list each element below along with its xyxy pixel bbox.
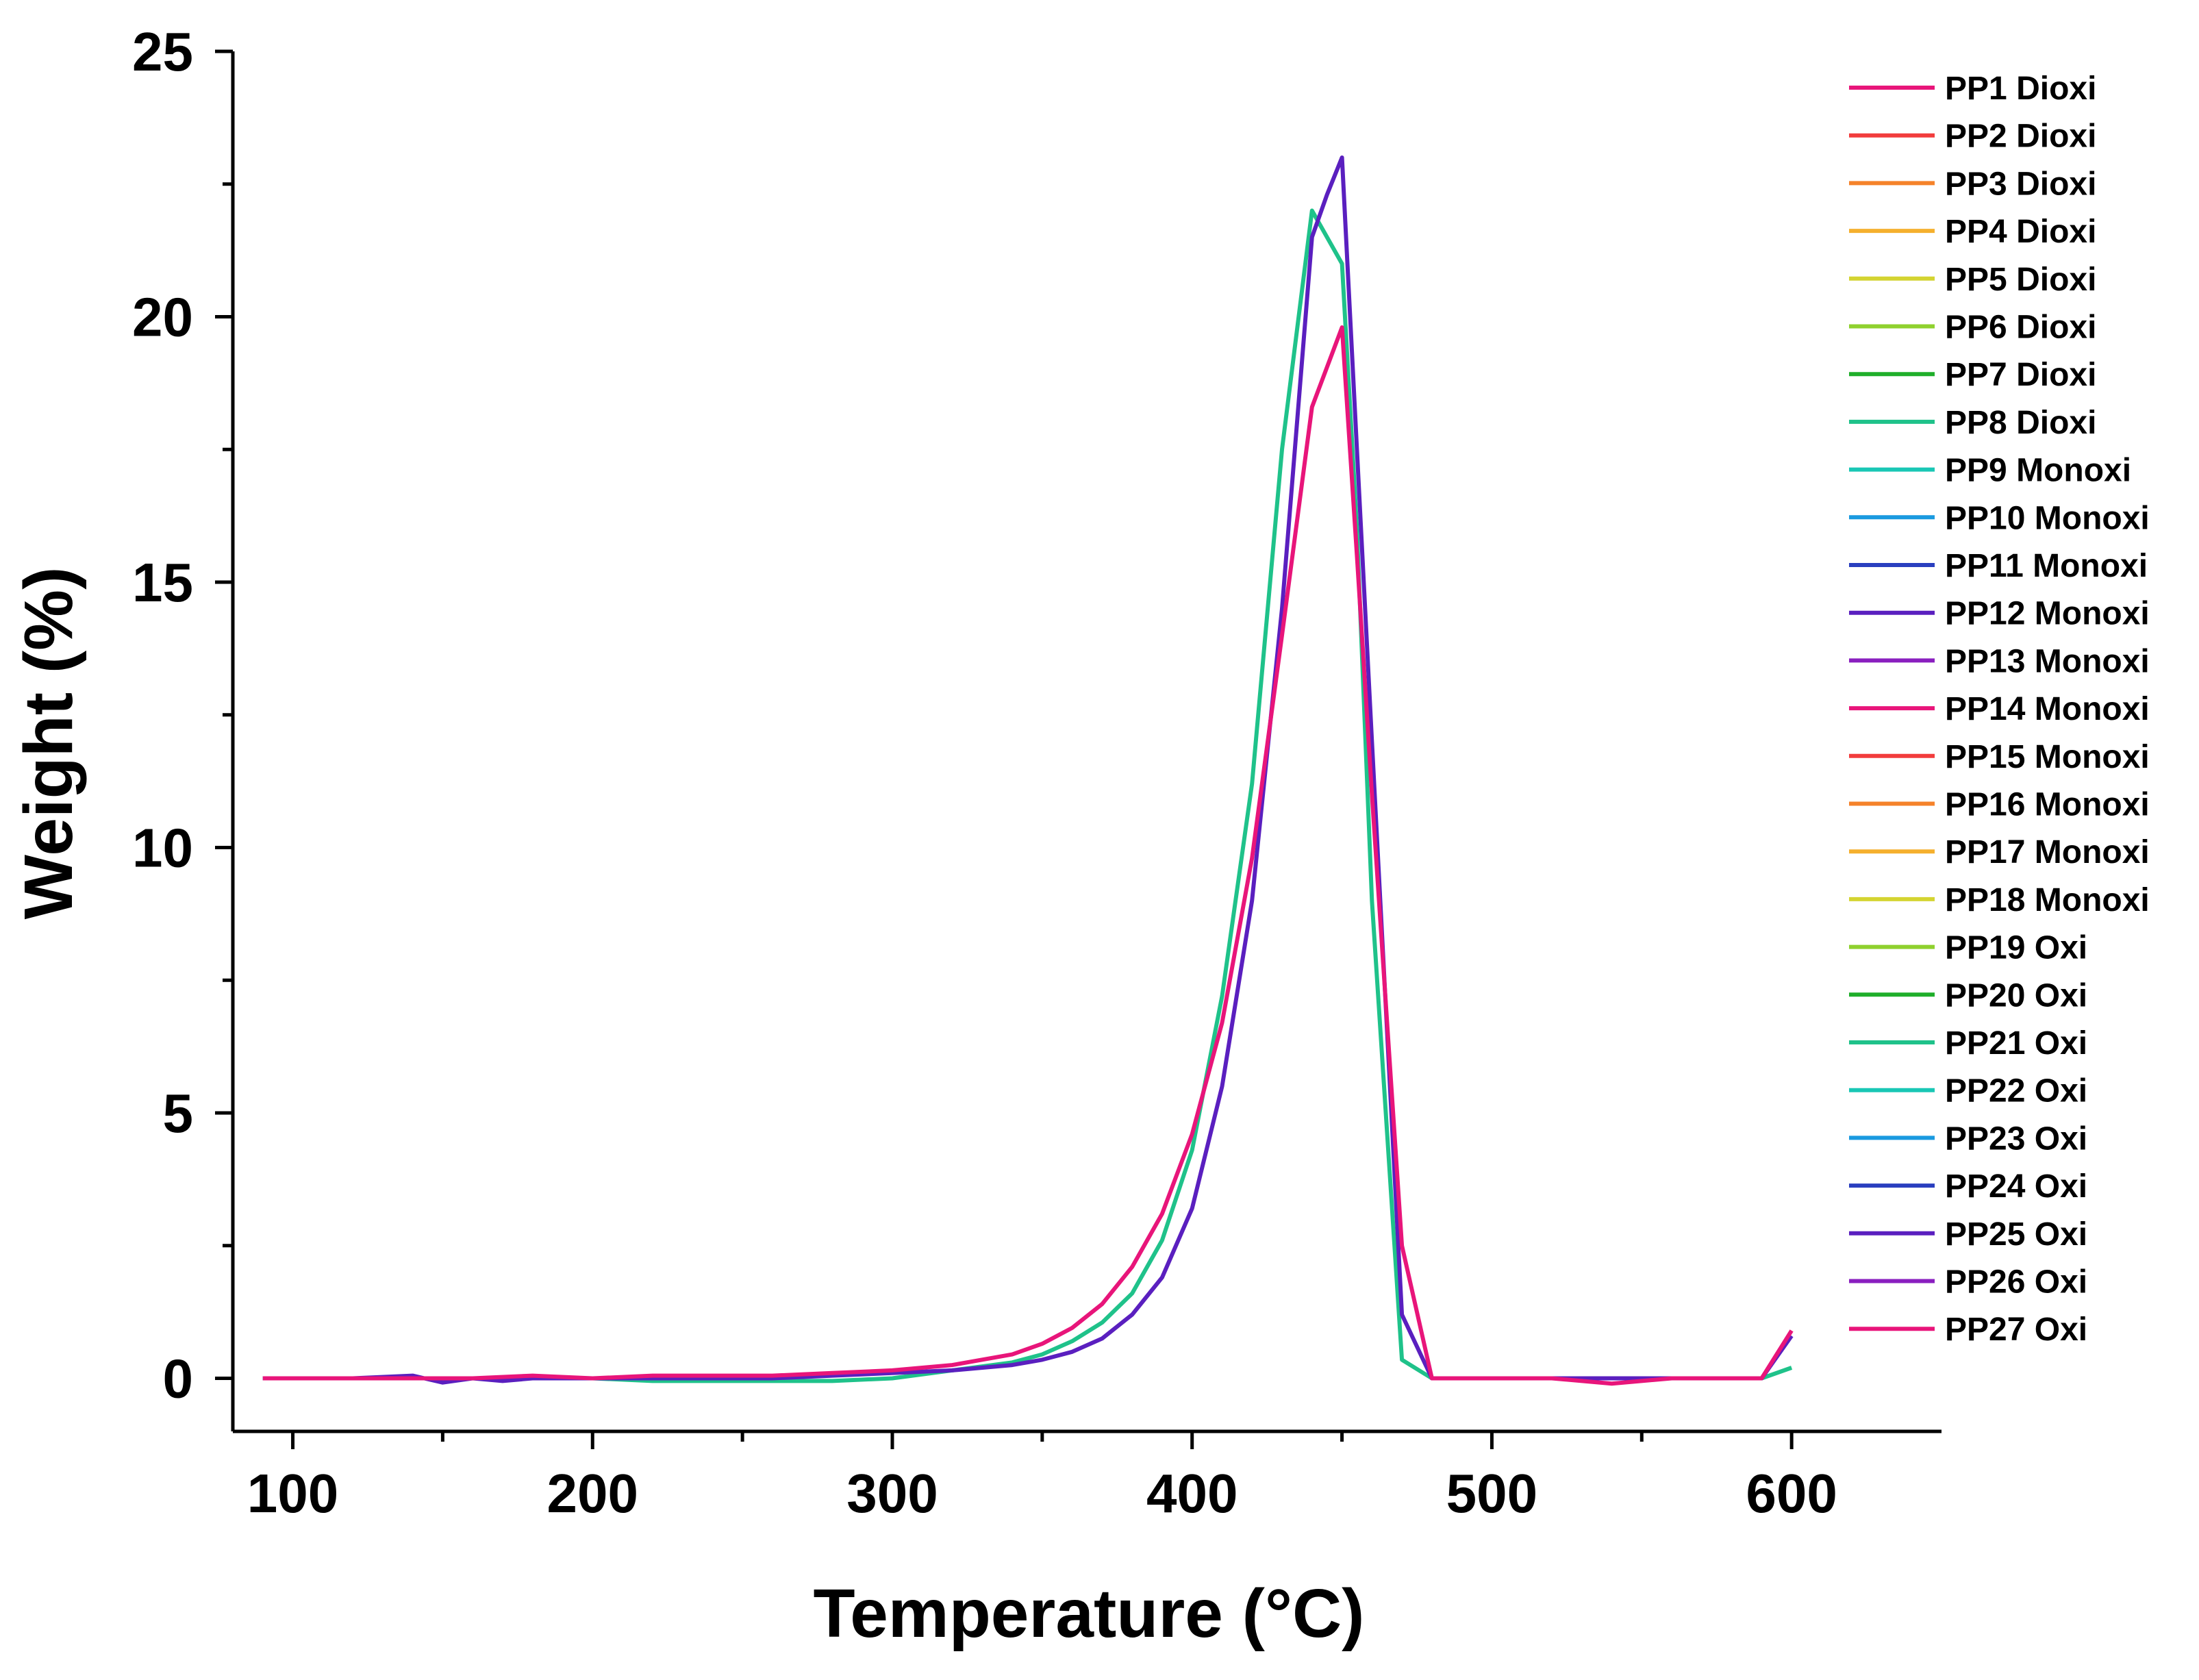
legend-label: PP19 Oxi [1945,930,2087,966]
y-axis-title: Weight (%) [10,567,87,920]
legend-label: PP21 Oxi [1945,1025,2087,1062]
legend-label: PP9 Monoxi [1945,453,2131,489]
series-layer [262,155,1794,1386]
y-tick-label: 15 [132,552,193,613]
x-axis-title: Temperature (°C) [814,1575,1365,1652]
y-tick-label: 5 [163,1083,194,1144]
series-line-2 [262,155,1794,1385]
axes-layer: 100 200 300 400 500 600 0 5 10 15 20 25 [132,21,1942,1524]
y-tick-label: 0 [163,1349,194,1409]
y-tick-label: 10 [132,818,193,879]
legend-label: PP6 Dioxi [1945,310,2096,346]
x-tick-label: 400 [1146,1463,1237,1524]
legend-label: PP5 Dioxi [1945,262,2096,298]
x-tick-label: 100 [247,1463,338,1524]
x-tick-label: 300 [846,1463,938,1524]
legend-label: PP25 Oxi [1945,1216,2087,1253]
y-tick-label: 20 [132,287,193,348]
legend-label: PP2 Dioxi [1945,118,2096,155]
legend-label: PP12 Monoxi [1945,596,2150,632]
legend-label: PP20 Oxi [1945,977,2087,1014]
legend-label: PP27 Oxi [1945,1312,2087,1348]
legend-label: PP3 Dioxi [1945,166,2096,202]
legend-label: PP8 Dioxi [1945,405,2096,441]
legend: PP1 Dioxi PP2 Dioxi PP3 Dioxi PP4 Dioxi PP5 … [1849,71,2150,1348]
legend-label: PP24 Oxi [1945,1168,2087,1205]
legend-label: PP26 Oxi [1945,1264,2087,1301]
legend-label: PP17 Monoxi [1945,834,2150,870]
x-tick-label: 500 [1446,1463,1537,1524]
legend-label: PP11 Monoxi [1945,548,2148,584]
legend-label: PP4 Dioxi [1945,214,2096,250]
legend-label: PP1 Dioxi [1945,71,2096,107]
legend-label: PP14 Monoxi [1945,691,2150,727]
x-tick-label: 600 [1746,1463,1837,1524]
legend-label: PP18 Monoxi [1945,882,2150,918]
legend-label: PP16 Monoxi [1945,787,2150,823]
legend-label: PP15 Monoxi [1945,739,2150,775]
legend-label: PP7 Dioxi [1945,357,2096,393]
y-tick-label: 25 [132,21,193,82]
series-line-3 [262,325,1794,1386]
legend-label: PP10 Monoxi [1945,500,2150,536]
legend-label: PP23 Oxi [1945,1120,2087,1157]
series-line-1 [262,208,1793,1383]
legend-label: PP22 Oxi [1945,1073,2087,1109]
x-tick-label: 200 [547,1463,638,1524]
legend-label: PP13 Monoxi [1945,643,2150,679]
